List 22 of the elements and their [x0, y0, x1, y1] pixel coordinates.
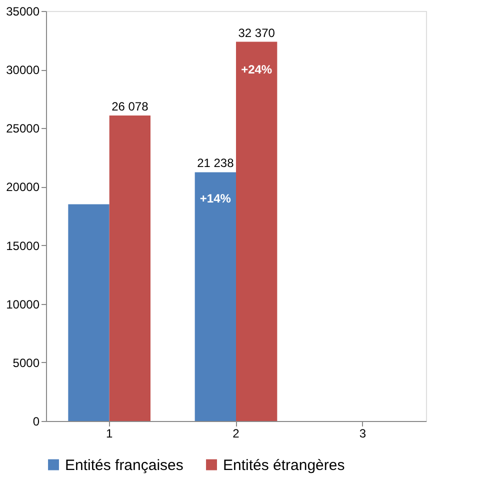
x-tick-label: 1: [106, 426, 113, 440]
annotation: +24%: [241, 62, 272, 77]
legend-label: Entités étrangères: [223, 456, 345, 474]
data-label: 21 238: [197, 156, 234, 170]
bar: [194, 172, 236, 421]
y-tick-label: 10000: [6, 297, 40, 312]
y-tick-label: 15000: [6, 238, 40, 253]
data-label: 26 078: [112, 100, 149, 114]
x-tick-label: 3: [359, 426, 366, 440]
y-tick-label: 25000: [6, 122, 40, 136]
bar: [68, 204, 110, 421]
x-tick-label: 2: [232, 426, 240, 440]
legend-label: Entités françaises: [65, 456, 184, 474]
y-tick-label: 5000: [12, 356, 40, 370]
data-label: 32 370: [238, 26, 276, 40]
y-tick-label: 20000: [6, 180, 40, 194]
y-tick-label: 35000: [6, 4, 40, 18]
annotation: +14%: [200, 191, 232, 206]
y-tick-label: 0: [32, 414, 40, 428]
bar: [236, 42, 278, 421]
y-tick-label: 30000: [6, 63, 40, 78]
bar: [109, 116, 150, 421]
